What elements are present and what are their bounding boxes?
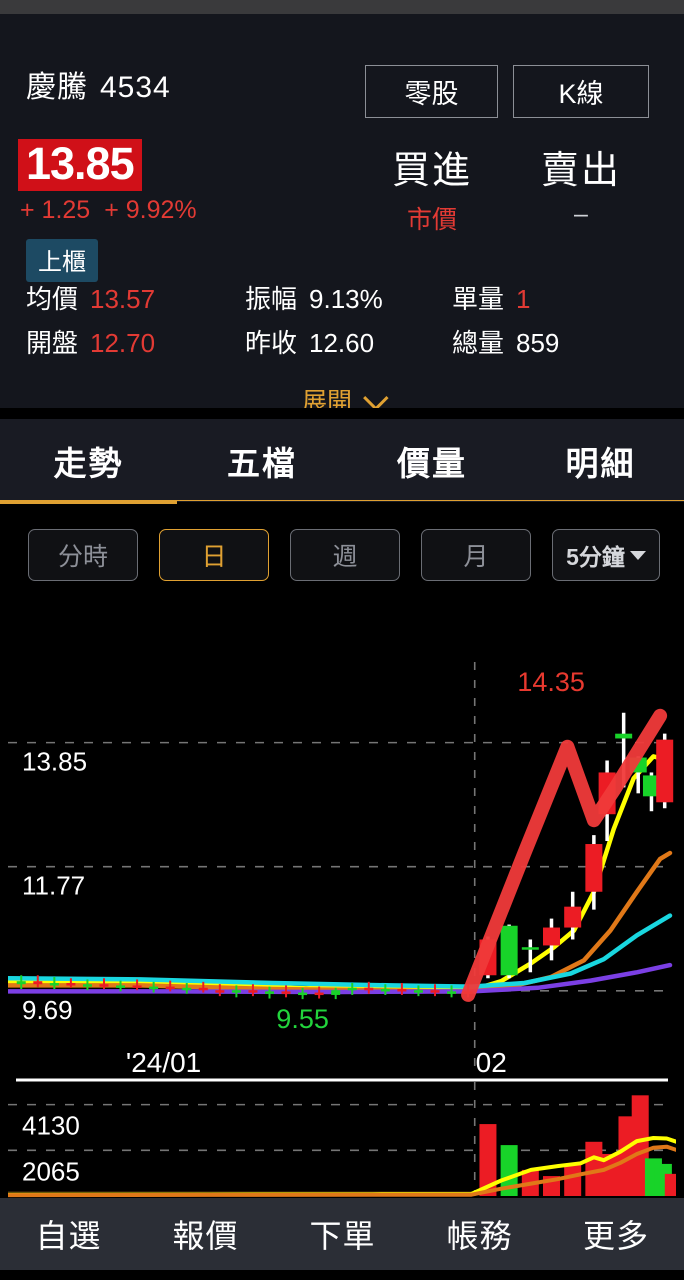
- svg-text:'24/01: '24/01: [126, 1047, 201, 1078]
- period-button-intraday[interactable]: 分時: [28, 529, 138, 581]
- status-bar: [0, 0, 684, 14]
- stat-value: 13.57: [90, 284, 156, 314]
- stat-value: 859: [516, 328, 560, 358]
- nav-item-account[interactable]: 帳務: [411, 1198, 548, 1270]
- nav-label: 更多: [582, 1218, 649, 1254]
- buy-value: 市價: [406, 206, 457, 234]
- period-selector: 分時 日 週 月 5分鐘: [0, 504, 684, 616]
- stock-identity[interactable]: 慶騰 4534: [26, 62, 171, 106]
- odd-lot-label: 零股: [404, 79, 459, 109]
- svg-text:9.69: 9.69: [22, 995, 73, 1025]
- sell-action[interactable]: 賣出 –: [513, 139, 649, 229]
- quote-header: 慶騰 4534 零股 K線 13.85 + 1.25 + 9.92% 買進 市價 賣…: [0, 14, 684, 416]
- nav-item-watchlist[interactable]: 自選: [0, 1198, 137, 1270]
- price-change-row: + 1.25 + 9.92%: [20, 196, 211, 225]
- tab-label: 價量: [397, 444, 467, 482]
- tab-five-levels[interactable]: 五檔: [177, 419, 347, 502]
- stat-avg-price: 均價 13.57: [26, 279, 155, 316]
- stat-total-volume: 總量 859: [452, 323, 559, 360]
- stat-value: 9.13%: [309, 284, 383, 314]
- stats-row: 開盤 12.70 昨收 12.60 總量 859: [0, 323, 684, 367]
- period-label: 週: [332, 543, 358, 571]
- stat-amplitude: 振幅 9.13%: [245, 279, 383, 316]
- stat-label: 昨收: [245, 328, 298, 358]
- svg-text:4130: 4130: [22, 1111, 80, 1141]
- period-label: 5分鐘: [566, 544, 625, 570]
- nav-label: 報價: [172, 1218, 239, 1254]
- quote-stats: 均價 13.57 振幅 9.13% 單量 1 開盤 12.70 昨收 12.60 總量 85…: [0, 279, 684, 367]
- tab-label: 明細: [565, 444, 636, 482]
- kline-label: K線: [558, 79, 604, 109]
- tab-active-indicator: [0, 500, 177, 504]
- svg-text:14.35: 14.35: [517, 667, 585, 697]
- tab-label: 走勢: [53, 444, 124, 482]
- price-change-percent: + 9.92%: [104, 196, 197, 224]
- stat-value: 12.60: [309, 328, 375, 358]
- stat-label: 開盤: [26, 328, 79, 358]
- nav-item-more[interactable]: 更多: [548, 1198, 684, 1270]
- svg-text:2065: 2065: [22, 1156, 80, 1186]
- sell-label: 賣出: [540, 150, 621, 192]
- stat-label: 總量: [452, 328, 505, 358]
- period-label: 日: [201, 543, 227, 571]
- nav-item-quotes[interactable]: 報價: [137, 1198, 274, 1270]
- period-button-5min-dropdown[interactable]: 5分鐘: [552, 529, 660, 581]
- price-change: + 1.25: [20, 196, 91, 224]
- nav-label: 自選: [35, 1218, 102, 1254]
- stat-label: 振幅: [245, 284, 298, 314]
- chart-panel[interactable]: 13.85 11.77 9.69 14.35 9.55 '24/01 02 4130 2065: [8, 620, 676, 1198]
- stock-name: 慶騰: [26, 71, 88, 104]
- main-tabs: 走勢 五檔 價量 明細: [0, 419, 684, 502]
- last-price: 13.85: [18, 139, 142, 191]
- stat-prev-close: 昨收 12.60: [245, 323, 374, 360]
- header-divider: [0, 408, 684, 419]
- tab-details[interactable]: 明細: [517, 419, 684, 502]
- stat-value: 1: [516, 284, 531, 314]
- sell-value: –: [574, 200, 588, 228]
- svg-text:02: 02: [476, 1047, 507, 1078]
- kline-button[interactable]: K線: [513, 65, 649, 118]
- stat-label: 單量: [452, 284, 505, 314]
- period-label: 分時: [57, 543, 108, 571]
- tab-trend[interactable]: 走勢: [0, 419, 177, 502]
- buy-label: 買進: [391, 150, 472, 192]
- period-button-day[interactable]: 日: [159, 529, 269, 581]
- nav-item-order[interactable]: 下單: [274, 1198, 411, 1270]
- period-button-month[interactable]: 月: [421, 529, 531, 581]
- market-badge: 上櫃: [26, 239, 98, 282]
- home-indicator-area: [0, 1270, 684, 1280]
- stats-row: 均價 13.57 振幅 9.13% 單量 1: [0, 279, 684, 323]
- nav-label: 下單: [309, 1218, 376, 1254]
- svg-text:9.55: 9.55: [276, 1004, 329, 1034]
- period-button-week[interactable]: 週: [290, 529, 400, 581]
- chevron-down-icon: [629, 550, 646, 560]
- stock-code: 4534: [100, 71, 171, 104]
- tab-label: 五檔: [227, 444, 297, 482]
- odd-lot-button[interactable]: 零股: [365, 65, 498, 118]
- tab-baseline: [177, 500, 684, 501]
- buy-action[interactable]: 買進 市價: [365, 139, 499, 236]
- stat-value: 12.70: [90, 328, 156, 358]
- stat-single-volume: 單量 1: [452, 279, 530, 316]
- candlestick-chart: 13.85 11.77 9.69 14.35 9.55 '24/01 02 4130 2065: [8, 662, 676, 1198]
- svg-text:11.77: 11.77: [22, 871, 85, 901]
- stat-open: 開盤 12.70: [26, 323, 155, 360]
- stat-label: 均價: [26, 284, 79, 314]
- nav-label: 帳務: [446, 1218, 513, 1254]
- period-label: 月: [463, 543, 489, 571]
- bottom-navigation: 自選 報價 下單 帳務 更多: [0, 1198, 684, 1270]
- tab-price-volume[interactable]: 價量: [347, 419, 517, 502]
- svg-text:13.85: 13.85: [22, 747, 87, 777]
